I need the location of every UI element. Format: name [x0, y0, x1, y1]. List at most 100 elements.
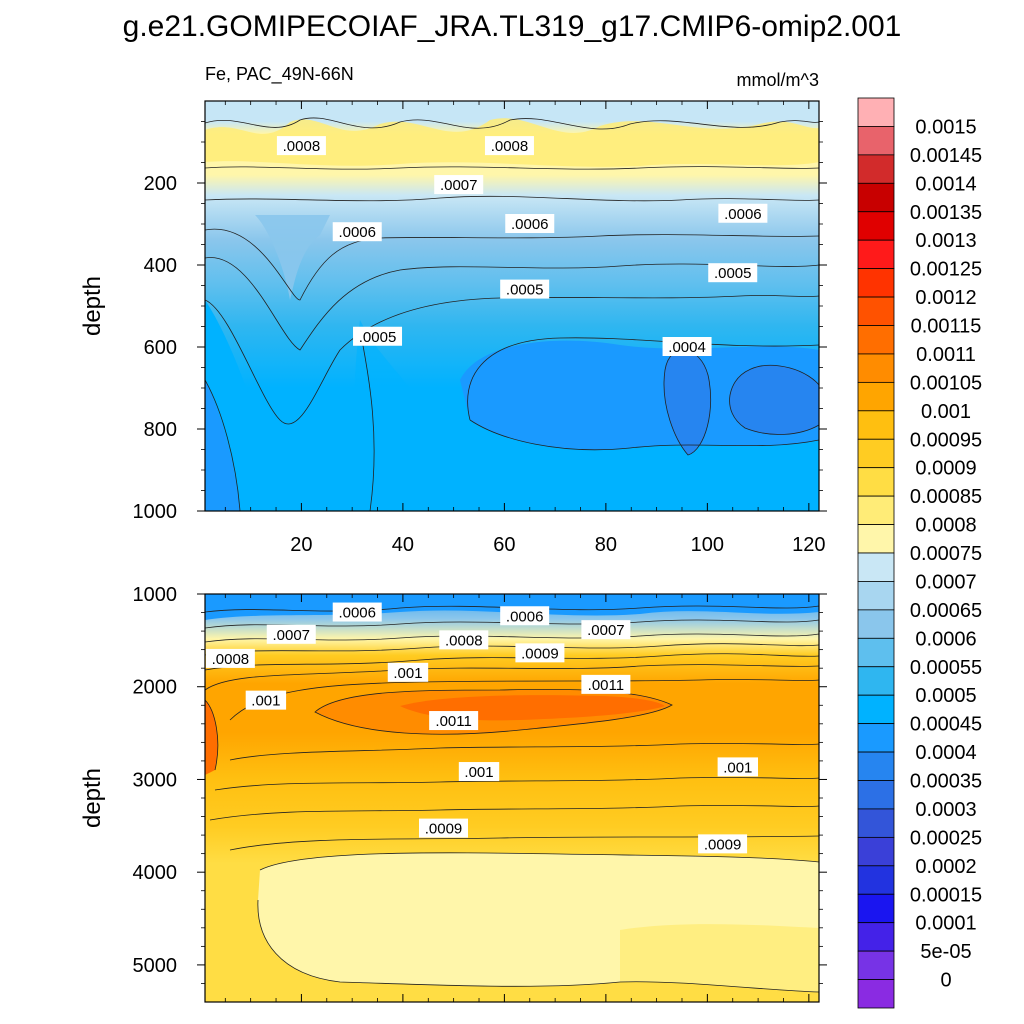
contour-label: .0011: [581, 674, 631, 694]
colorbar-swatch: [857, 410, 895, 440]
svg-text:.0008: .0008: [445, 632, 483, 649]
contour-label: .0011: [429, 711, 479, 731]
svg-text:.0007: .0007: [587, 622, 625, 639]
colorbar-label: 0.001: [921, 401, 971, 423]
contour-label: .0007: [434, 175, 484, 195]
contour-label: .0006: [500, 606, 550, 626]
colorbar-label: 0.00065: [910, 600, 982, 622]
svg-text:.001: .001: [251, 693, 280, 710]
colorbar-swatch: [857, 97, 895, 127]
y-tick-label: 2000: [133, 677, 178, 699]
colorbar-label: 0.00045: [910, 714, 982, 736]
colorbar-label: 0: [940, 970, 951, 992]
contour-label: .0005: [353, 326, 403, 346]
x-tick-label: 20: [290, 534, 312, 556]
colorbar-swatch: [857, 296, 895, 326]
colorbar-swatch: [857, 836, 895, 867]
colorbar-label: 0.0005: [915, 685, 976, 707]
contour-label: .0008: [439, 630, 489, 650]
colorbar-swatch: [857, 581, 895, 611]
colorbar-swatch: [857, 268, 895, 298]
colorbar-label: 0.0012: [915, 287, 976, 309]
colorbar-swatch: [857, 239, 895, 270]
svg-text:.0006: .0006: [506, 608, 544, 625]
figure-title: g.e21.GOMIPECOIAF_JRA.TL319_g17.CMIP6-om…: [123, 10, 902, 43]
colorbar-swatch: [857, 495, 895, 525]
svg-text:.0008: .0008: [212, 651, 250, 668]
colorbar-label: 0.00115: [911, 316, 982, 338]
svg-text:.0005: .0005: [506, 282, 544, 299]
colorbar-swatch: [857, 182, 895, 213]
y-tick-label: 800: [144, 419, 177, 441]
colorbar: 0.0015 0.00145 0.0014 0.00135 0.0013 0.00125 0…: [857, 97, 982, 1009]
x-tick-label: 80: [595, 534, 617, 556]
colorbar-swatch: [857, 893, 895, 924]
lower-panel: .0006 .0006 .0007 .0007 .0008 .0008 .0009 .001.…: [79, 584, 827, 1003]
contour-label: .0004: [662, 337, 712, 356]
units-label: mmol/m^3: [737, 70, 819, 90]
svg-text:.0006: .0006: [511, 216, 549, 233]
svg-text:.0006: .0006: [338, 224, 376, 241]
contour-label: .0006: [332, 602, 382, 622]
panel-subtitle: Fe, PAC_49N-66N: [205, 64, 354, 85]
lower-axes: 1000 2000 3000 4000 5000: [133, 584, 827, 1002]
lower-ylabel: depth: [79, 768, 106, 828]
colorbar-label: 0.0015: [915, 116, 976, 138]
contour-label: .0008: [484, 136, 534, 156]
colorbar-label: 0.00145: [910, 145, 982, 167]
lower-contour-labels: .0006 .0006 .0007 .0007 .0008 .0008 .0009 .001.…: [205, 602, 759, 854]
svg-text:.0011: .0011: [435, 713, 471, 730]
colorbar-label: 0.00075: [910, 543, 982, 565]
contour-label: .0007: [581, 620, 631, 640]
contour-label: .0005: [500, 279, 550, 299]
contour-label: .0008: [276, 136, 326, 156]
upper-contour-labels: .0008 .0008 .0007 .0006 .0006 .0006 .0005 .0005…: [276, 136, 768, 356]
svg-text:.0008: .0008: [491, 138, 529, 155]
colorbar-label: 0.0002: [915, 856, 976, 878]
contour-label: .001: [458, 762, 500, 782]
contour-label: .0007: [266, 624, 316, 644]
colorbar-swatch: [857, 154, 895, 184]
colorbar-label: 0.0001: [915, 913, 976, 935]
colorbar-label: 0.0009: [915, 458, 976, 480]
x-tick-label: 120: [792, 534, 825, 556]
y-tick-label: 200: [144, 173, 177, 195]
colorbar-label: 0.0007: [915, 571, 976, 593]
colorbar-label: 0.00035: [910, 771, 982, 793]
colorbar-swatch: [857, 353, 895, 383]
colorbar-swatch: [857, 950, 895, 980]
colorbar-label: 0.00085: [910, 486, 982, 508]
colorbar-swatch: [857, 922, 895, 952]
svg-text:.0006: .0006: [338, 605, 376, 622]
contour-label: .0009: [515, 643, 565, 663]
svg-text:.0004: .0004: [668, 339, 706, 356]
svg-text:.0005: .0005: [714, 265, 752, 282]
colorbar-label: 0.0013: [915, 230, 976, 252]
x-tick-label: 40: [392, 534, 414, 556]
contour-label: .0006: [332, 222, 382, 242]
colorbar-swatch: [857, 524, 895, 554]
y-tick-label: 1000: [133, 584, 178, 606]
svg-text:.001: .001: [393, 665, 422, 682]
colorbar-swatch: [857, 751, 895, 781]
colorbar-label: 0.00015: [910, 884, 982, 906]
contour-label: .001: [245, 690, 287, 710]
colorbar-swatch: [857, 780, 895, 810]
colorbar-label: 0.00135: [910, 202, 982, 224]
y-tick-label: 1000: [133, 501, 178, 523]
svg-text:.0008: .0008: [283, 138, 321, 155]
colorbar-swatch: [857, 211, 895, 241]
colorbar-label: 0.0003: [915, 799, 976, 821]
colorbar-label: 5e-05: [920, 941, 971, 963]
lower-contour-fill: [205, 594, 819, 1002]
colorbar-label: 0.00025: [910, 827, 982, 849]
colorbar-label: 0.0011: [916, 344, 976, 366]
svg-text:.0006: .0006: [724, 206, 762, 223]
contour-label: .0009: [698, 834, 748, 854]
svg-text:.0009: .0009: [521, 645, 559, 662]
colorbar-swatch: [857, 979, 895, 1009]
svg-text:.0009: .0009: [704, 836, 742, 853]
colorbar-label: 0.00055: [910, 657, 982, 679]
contour-label: .001: [387, 662, 429, 682]
